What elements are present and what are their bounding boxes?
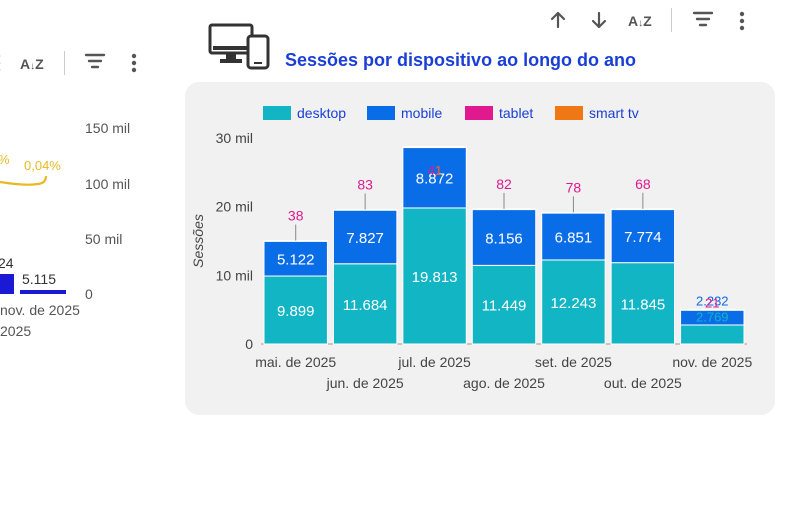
data-label-desktop: 2.769 [696,310,729,325]
bar-mobile [541,212,606,261]
legend-label-mobile: mobile [401,105,442,121]
sessions-by-device-chart: desktop mobile tablet smart tv 0 10 mil 20 mil… [190,105,752,391]
x-tick-label: out. de 2025 [604,375,682,391]
bar-desktop [471,264,537,345]
bar-tablet [680,309,745,311]
data-label-tablet: 68 [635,176,651,192]
data-label-desktop: 11.684 [343,297,388,314]
chart-title: Sessões por dispositivo ao longo do ano [285,50,637,70]
y-tick-label: 0 [245,336,253,352]
bar-tablet [541,211,606,214]
bar-tablet [263,240,328,242]
filter-icon[interactable] [692,10,714,33]
data-label-desktop: 11.845 [620,296,665,313]
legend-swatch-mobile [367,106,395,120]
data-label-mobile: 6.851 [555,229,593,246]
bar-mobile [471,208,537,266]
data-label-desktop: 9.899 [277,303,315,320]
y-tick-label: 30 mil [216,130,253,146]
left-percent-label: 0,04% [24,158,61,173]
sort-descending-icon[interactable] [589,10,609,35]
data-label-mobile: 2.232 [696,294,729,309]
y-axis-label: Sessões [190,214,206,268]
data-label-tablet: 82 [496,176,512,192]
left-x-label: 2025 [0,323,31,339]
bar-desktop [680,324,745,345]
left-bar-label: 24 [0,255,14,271]
data-label-mobile: 8.156 [485,230,523,247]
sort-az-icon[interactable]: A↓Z [20,56,44,72]
data-label-desktop: 19.813 [412,269,458,286]
data-label-mobile: 7.827 [346,230,384,247]
bar-tablet [332,208,398,211]
toolbar-separator [671,8,672,32]
y-tick-label: 20 mil [216,199,253,215]
legend-label-smart-tv: smart tv [589,105,639,121]
more-options-icon[interactable] [738,11,746,36]
bar-desktop [610,262,676,345]
sort-az-icon[interactable]: A↓Z [628,13,652,29]
filter-icon[interactable] [84,52,106,75]
left-percent-label: % [0,152,10,167]
legend-swatch-tablet [465,106,493,120]
data-label-smart-tv: 1 [435,163,442,178]
bar-mobile [402,146,467,209]
left-bar [0,274,14,294]
left-axis-tick: 150 mil [85,120,130,136]
bar-mobile [610,208,676,264]
toolbar-separator [64,51,65,75]
left-bar-label: 5.115 [22,271,56,287]
x-tick-label: ago. de 2025 [463,375,545,391]
left-edge-icon[interactable] [0,53,4,78]
data-label-mobile: 7.774 [624,229,662,246]
left-axis-tick: 0 [85,286,93,302]
data-label-mobile: 5.122 [277,251,315,268]
x-tick-label: nov. de 2025 [672,354,752,370]
data-label-mobile: 8.872 [416,170,454,187]
legend-label-desktop: desktop [297,105,346,121]
left-chart: 150 mil 100 mil 50 mil 0% 0,04% 24 5.115 nov. d… [0,120,130,339]
left-bar [20,290,66,294]
data-label-tablet: 21 [705,296,719,311]
bar-desktop [263,275,328,345]
legend-swatch-desktop [263,106,291,120]
x-tick-label: mai. de 2025 [255,354,336,370]
bar-desktop [541,259,606,345]
data-label-desktop: 11.449 [482,298,527,315]
left-line-series [0,175,48,186]
left-axis-tick: 50 mil [85,231,122,247]
data-label-desktop: 12.243 [550,295,596,312]
bar-tablet [610,208,676,211]
data-label-tablet: 83 [357,176,373,192]
x-tick-label: jul. de 2025 [397,354,471,370]
legend-swatch-smart-tv [555,106,583,120]
y-tick-label: 10 mil [216,267,253,283]
left-axis-tick: 100 mil [85,176,130,192]
devices-icon [208,23,270,70]
left-x-label: nov. de 2025 [0,302,80,318]
legend-label-tablet: tablet [499,105,533,121]
bar-desktop [402,207,467,345]
bar-smart-tv [402,146,467,149]
x-tick-label: set. de 2025 [535,354,612,370]
more-options-icon[interactable] [130,53,138,78]
data-label-tablet: 78 [566,179,582,195]
bar-tablet [471,208,537,211]
data-label-tablet: 41 [427,163,441,178]
x-tick-label: jun. de 2025 [326,375,404,391]
data-label-tablet: 38 [288,208,304,224]
sort-ascending-icon[interactable] [548,10,568,35]
